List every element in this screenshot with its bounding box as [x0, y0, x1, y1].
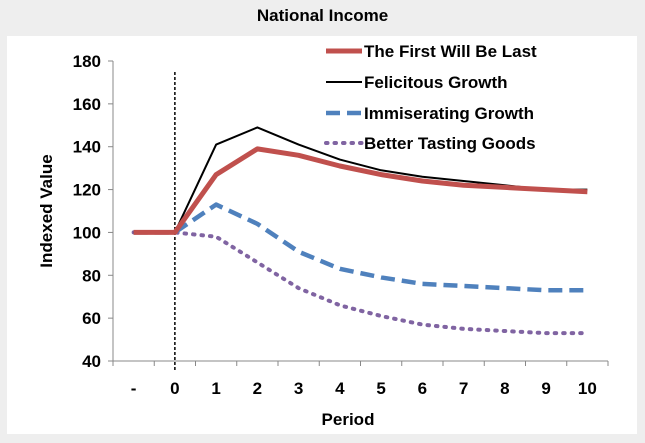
- plot-panel: [7, 36, 637, 434]
- x-tick-label: 9: [541, 379, 550, 398]
- y-tick-label: 120: [73, 181, 101, 200]
- y-tick-label: 100: [73, 223, 101, 242]
- y-tick-label: 160: [73, 95, 101, 114]
- legend: The First Will Be Last Felicitous Growth I…: [324, 42, 537, 153]
- x-tick-label: 8: [500, 379, 509, 398]
- x-tick-label: 1: [211, 379, 220, 398]
- x-tick-label: 0: [170, 379, 179, 398]
- series-line-3: [131, 230, 590, 336]
- legend-label-1: Felicitous Growth: [364, 73, 508, 92]
- series-line-2: [133, 202, 588, 293]
- x-tick-label: 5: [376, 379, 385, 398]
- x-tick-label: 6: [418, 379, 427, 398]
- y-tick-label: 140: [73, 138, 101, 157]
- series-lines: [131, 126, 590, 336]
- x-tick-label: 3: [294, 379, 303, 398]
- x-axis-label: Period: [322, 410, 375, 429]
- y-tick-label: 180: [73, 52, 101, 71]
- legend-label-0: The First Will Be Last: [364, 42, 537, 61]
- x-tick-label: 4: [335, 379, 345, 398]
- series-line-0: [133, 146, 588, 235]
- x-tick-label: 2: [253, 379, 262, 398]
- y-tick-label: 80: [82, 266, 101, 285]
- legend-label-2: Immiserating Growth: [364, 104, 534, 123]
- y-tick-label: 60: [82, 309, 101, 328]
- axes: [108, 60, 609, 372]
- x-tick-labels: - 0 1 2 3 4 5 6 7 8 9 10: [131, 379, 597, 398]
- x-tick-label: 7: [459, 379, 468, 398]
- y-tick-labels: 40 60 80 100 120 140 160 180: [73, 52, 101, 371]
- chart-title: National Income: [256, 6, 389, 25]
- x-tick-label: -: [131, 379, 137, 398]
- y-axis-label: Indexed Value: [37, 154, 56, 267]
- y-tick-label: 40: [82, 352, 101, 371]
- legend-label-3: Better Tasting Goods: [364, 134, 536, 153]
- x-tick-label: 10: [578, 379, 597, 398]
